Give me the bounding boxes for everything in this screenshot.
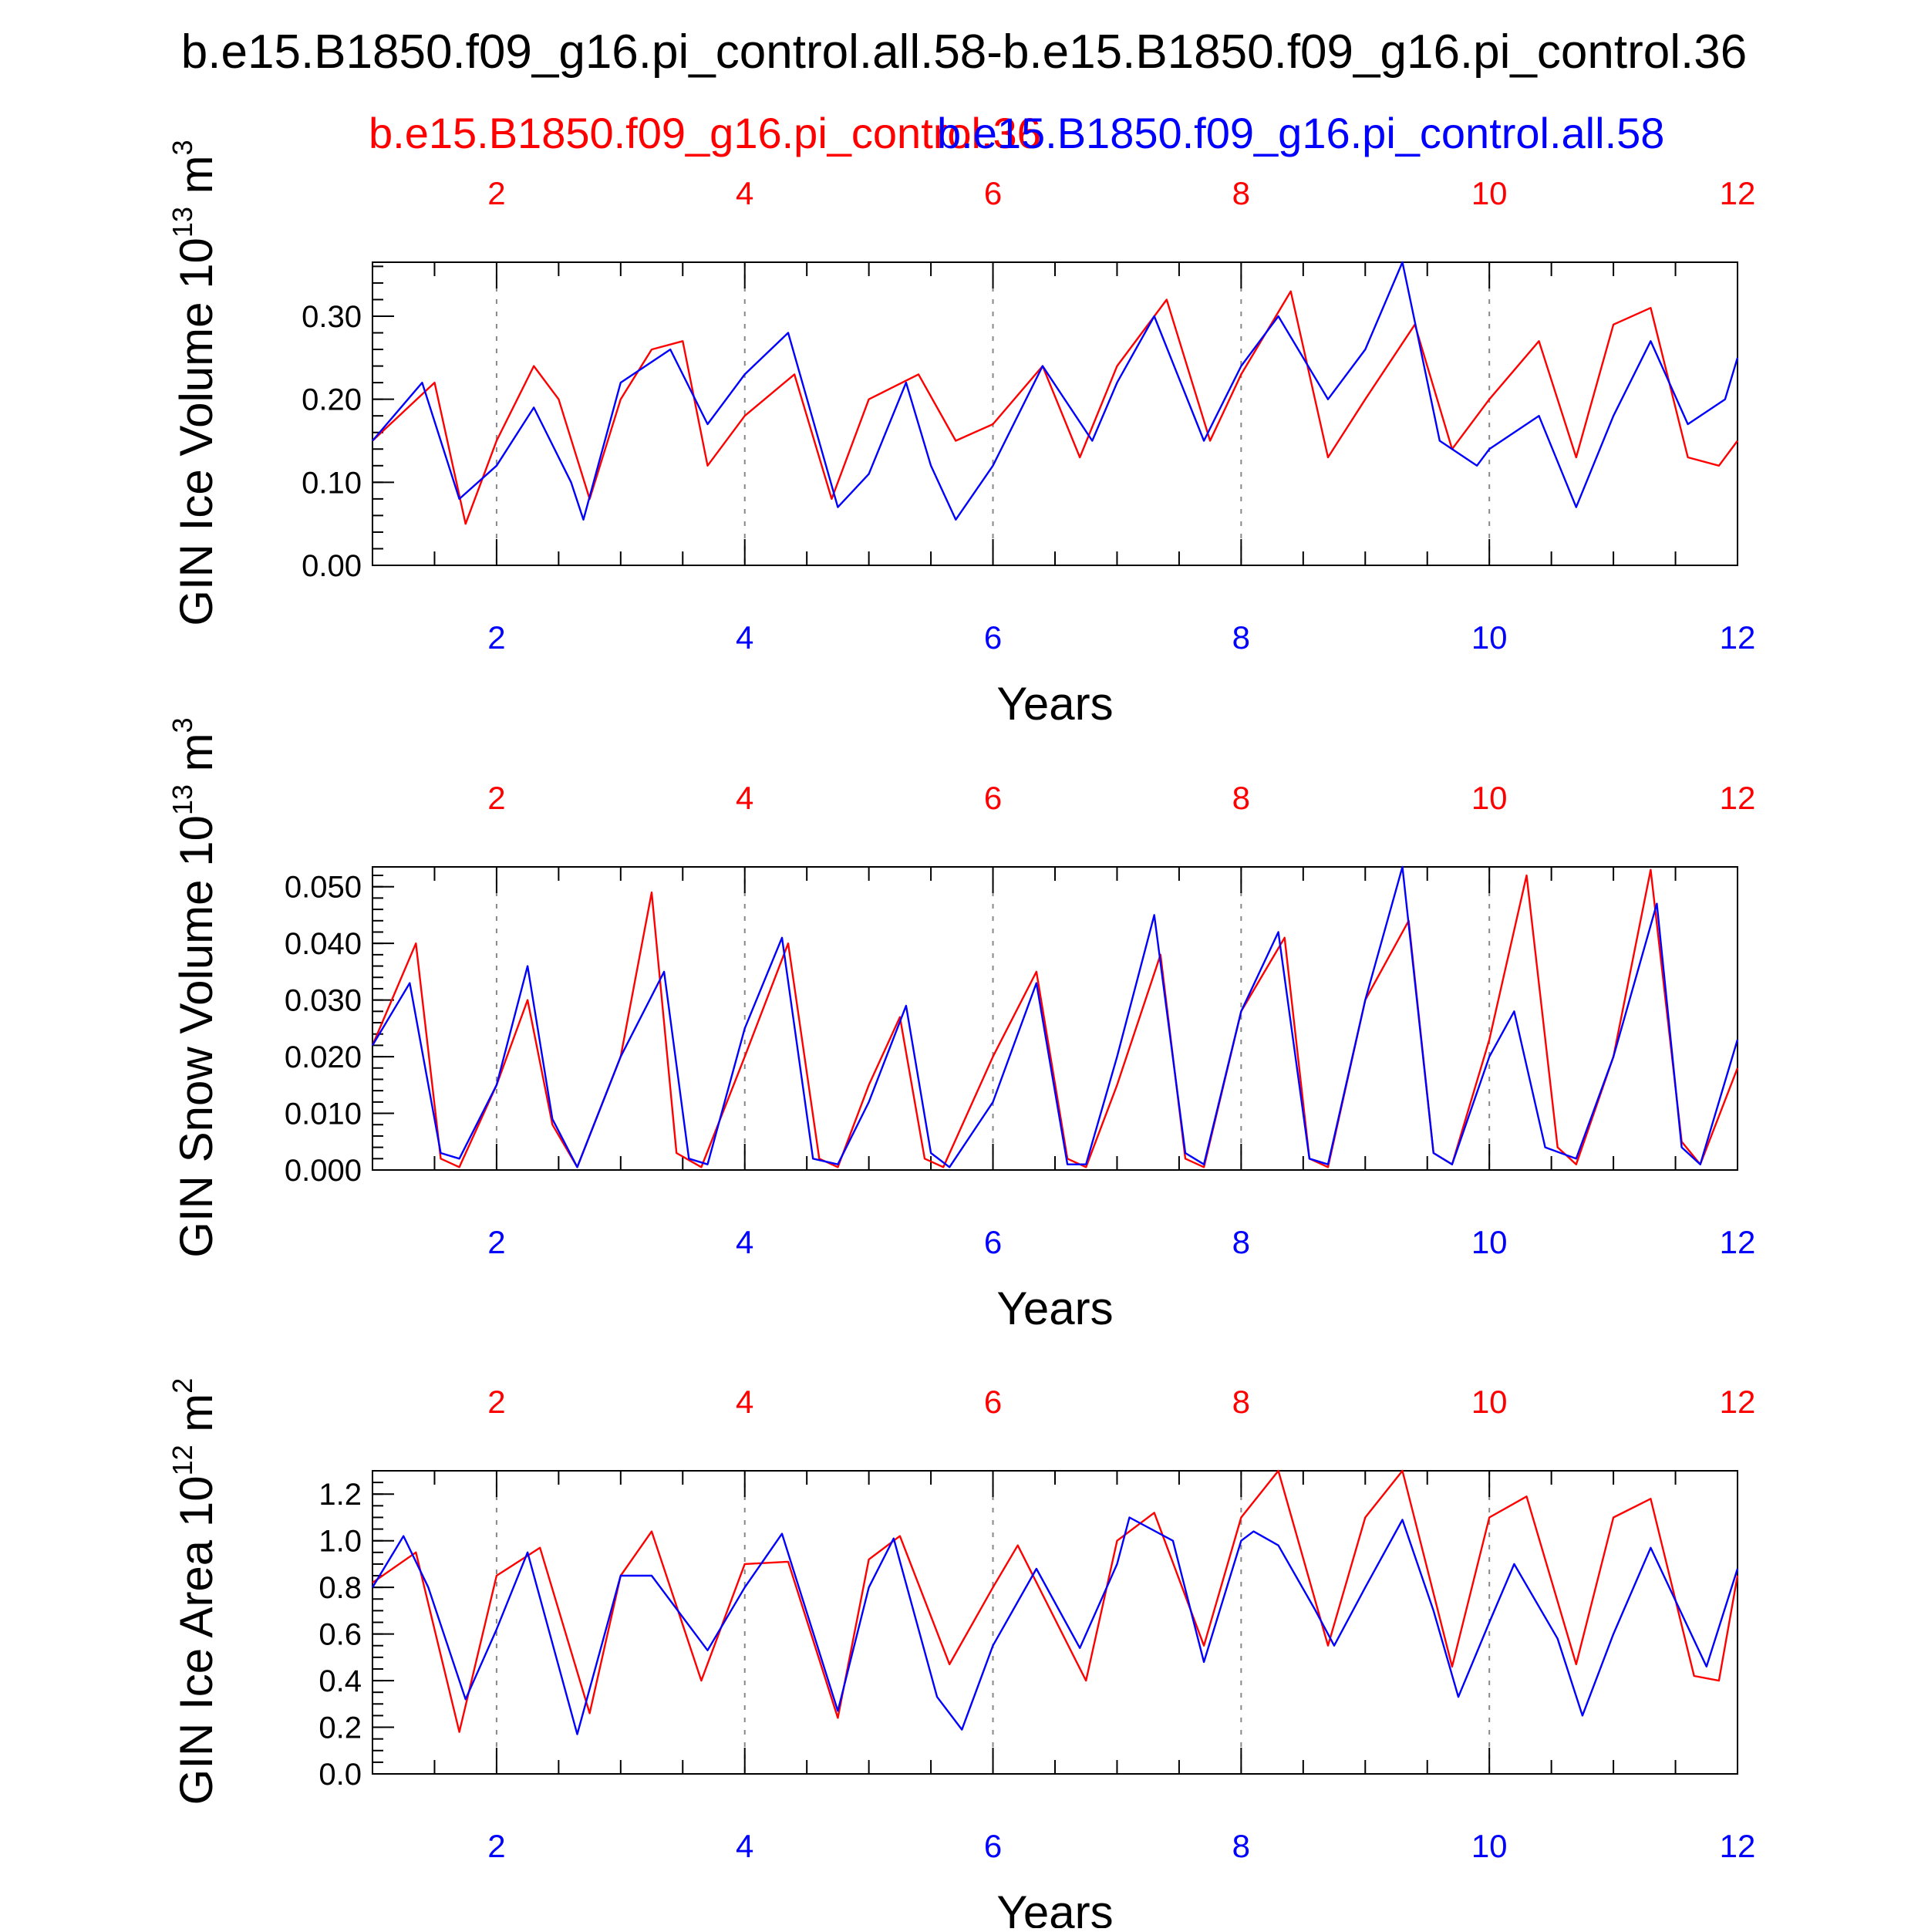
y-tick-label: 0.040 [285,927,362,961]
y-tick-label: 0.6 [319,1618,362,1652]
x-tick-label-top: 12 [1720,1384,1756,1420]
x-tick-label-bottom: 8 [1232,619,1250,656]
x-tick-label-bottom: 8 [1232,1224,1250,1260]
x-tick-label-bottom: 4 [736,1224,753,1260]
y-axis-title-ylabel-unit-sup: 3 [167,140,198,155]
y-tick-label: 0.8 [319,1571,362,1605]
x-tick-label-top: 10 [1471,175,1508,211]
y-axis-title-ylabel-unit: m [170,1394,222,1445]
x-tick-label-top: 8 [1232,780,1250,816]
x-tick-label-top: 2 [487,780,505,816]
x-tick-label-top: 10 [1471,780,1508,816]
y-axis-title-ylabel-unit-sup: 3 [167,717,198,733]
series-line-red [372,290,1738,525]
x-tick-label-bottom: 4 [736,619,753,656]
legend-blue-label: b.e15.B1850.f09_g16.pi_control.all.58 [937,109,1664,157]
x-tick-label-bottom: 6 [984,1828,1002,1864]
y-tick-label: 0.10 [302,466,362,500]
x-tick-label-top: 10 [1471,1384,1508,1420]
x-tick-label-top: 12 [1720,175,1756,211]
plot-frame [372,1470,1738,1775]
y-axis-title: GIN Ice Volume 1013 m3 [167,140,222,625]
x-tick-label-bottom: 12 [1720,1828,1756,1864]
panel-1: 0.00 0.10 0.20 0.30 2 2 4 4 6 6 8 8 10 10 12 12 Years GIN… [167,140,1755,730]
x-tick-label-bottom: 10 [1471,619,1508,656]
y-axis-title-ylabel-unit: m [170,733,222,784]
x-tick-label-bottom: 10 [1471,1828,1508,1864]
x-tick-label-bottom: 10 [1471,1224,1508,1260]
series-line-red [371,868,1739,1168]
y-tick-label: 1.2 [319,1478,362,1512]
x-tick-label-top: 12 [1720,780,1756,816]
x-tick-label-top: 2 [487,1384,505,1420]
series-line-blue [371,865,1739,1168]
y-axis-title: GIN Ice Area 1012 m2 [167,1378,222,1806]
legend-red-label: b.e15.B1850.f09_g16.pi_control.36 [369,109,1041,157]
x-tick-label-bottom: 2 [487,1224,505,1260]
y-tick-label: 0.2 [319,1711,362,1745]
x-tick-label-top: 8 [1232,175,1250,211]
panel-2: 0.000 0.010 0.020 0.030 0.040 0.050 2 2 4 4 6 6 8 8 10… [167,717,1755,1334]
y-axis-title-ylabel: GIN Snow Volume 10 [170,815,222,1258]
y-axis-title-ylabel-unit: m [170,155,222,207]
y-axis-title-ylabel-sup: 13 [167,784,198,815]
y-axis-title-ylabel: GIN Ice Volume 10 [170,238,222,626]
x-tick-label-top: 2 [487,175,505,211]
y-tick-label: 0.030 [285,984,362,1018]
y-tick-label: 0.00 [302,549,362,583]
y-axis-title-ylabel: GIN Ice Area 10 [170,1475,222,1805]
x-tick-label-top: 4 [736,1384,753,1420]
x-tick-label-bottom: 2 [487,1828,505,1864]
series-line-blue [371,1516,1739,1735]
y-axis-title-ylabel-unit-sup: 2 [167,1378,198,1394]
y-tick-label: 0.30 [302,300,362,334]
figure-title: b.e15.B1850.f09_g16.pi_control.all.58-b.… [181,25,1747,79]
y-tick-label: 0.4 [319,1664,362,1698]
x-tick-label-bottom: 6 [984,1224,1002,1260]
x-tick-label-top: 4 [736,780,753,816]
plot-frame [372,261,1738,566]
x-tick-label-top: 8 [1232,1384,1250,1420]
x-tick-label-top: 4 [736,175,753,211]
y-tick-label: 0.050 [285,871,362,905]
x-tick-label-top: 6 [984,780,1002,816]
y-axis-title: GIN Snow Volume 1013 m3 [167,717,222,1257]
x-tick-label-bottom: 12 [1720,619,1756,656]
y-tick-label: 1.0 [319,1525,362,1559]
x-axis-title: Years [996,678,1113,730]
y-tick-label: 0.0 [319,1758,362,1792]
x-tick-label-top: 6 [984,175,1002,211]
panel-3: 0.0 0.2 0.4 0.6 0.8 1.0 1.2 2 2 4 4 6 6 8 8 10 10 12 12 Yea… [167,1378,1756,1932]
x-tick-label-bottom: 4 [736,1828,753,1864]
x-tick-label-bottom: 12 [1720,1224,1756,1260]
panels: 0.00 0.10 0.20 0.30 2 2 4 4 6 6 8 8 10 10 12 12 Years GIN… [167,140,1756,1932]
x-tick-label-bottom: 2 [487,619,505,656]
y-axis-title-ylabel-sup: 13 [167,207,198,238]
plot-frame [372,866,1738,1171]
series-line-blue [372,261,1739,521]
x-tick-label-bottom: 6 [984,619,1002,656]
x-tick-label-top: 6 [984,1384,1002,1420]
y-axis-title-ylabel-sup: 12 [167,1445,198,1475]
y-tick-label: 0.020 [285,1040,362,1074]
x-tick-label-bottom: 8 [1232,1828,1250,1864]
x-axis-title: Years [996,1886,1113,1928]
y-tick-label: 0.20 [302,383,362,417]
y-tick-label: 0.000 [285,1154,362,1188]
x-axis-title: Years [996,1283,1113,1334]
y-tick-label: 0.010 [285,1097,362,1131]
series-line-red [372,1469,1739,1733]
